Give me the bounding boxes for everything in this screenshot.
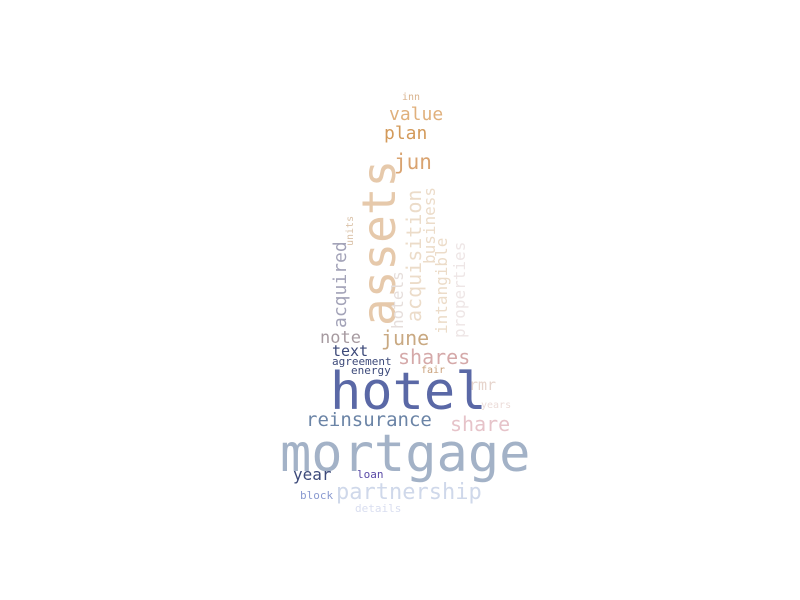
word-note: note — [320, 328, 361, 348]
word-value: value — [389, 104, 444, 125]
word-rmr: rmr — [469, 376, 497, 394]
word-loan: loan — [357, 468, 384, 481]
word-units: units — [345, 215, 356, 246]
word-details: details — [355, 502, 402, 515]
word-hotel: hotel — [330, 362, 487, 422]
word-years: years — [481, 400, 512, 411]
word-jun: jun — [394, 150, 432, 174]
word-text: text — [332, 342, 369, 360]
word-shares: shares — [398, 345, 471, 369]
word-agreement: agreement — [332, 355, 392, 368]
word-june: june — [381, 326, 430, 350]
word-mortgage: mortgage — [280, 424, 531, 484]
word-inn: inn — [402, 92, 421, 103]
word-fair: fair — [421, 365, 446, 376]
word-block: block — [300, 489, 334, 502]
word-intangible: intangible — [432, 237, 451, 334]
word-hotels: hotels — [388, 271, 407, 329]
word-energy: energy — [351, 364, 391, 377]
word-share: share — [450, 412, 511, 436]
word-reinsurance: reinsurance — [306, 409, 432, 431]
word-partnership: partnership — [336, 480, 482, 505]
word-properties: properties — [450, 241, 469, 338]
word-year: year — [293, 465, 332, 484]
word-plan: plan — [384, 123, 428, 144]
word-acquired: acquired — [330, 241, 351, 328]
